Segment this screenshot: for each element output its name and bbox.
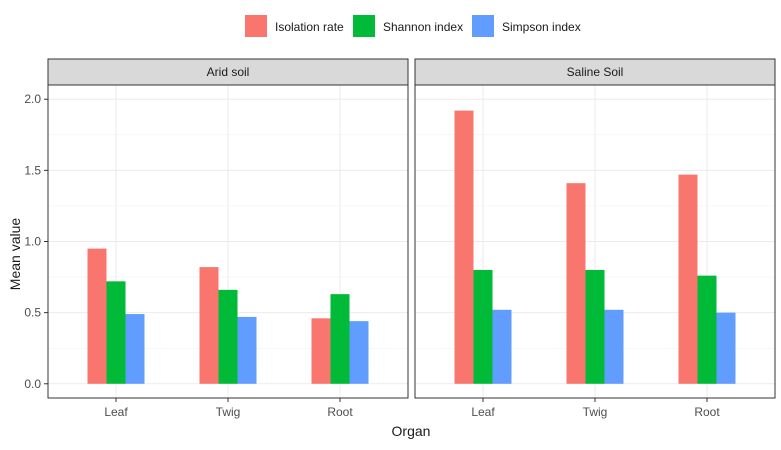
bar-shannon-index-twig <box>585 269 605 384</box>
bar-shannon-index-root <box>330 294 350 384</box>
x-tick-label: Leaf <box>471 405 495 419</box>
bar-shannon-index-leaf <box>473 269 493 384</box>
bar-simpson-index-leaf <box>125 314 145 384</box>
legend-swatch-1 <box>245 15 267 37</box>
x-tick-label: Leaf <box>104 405 128 419</box>
legend-label-1: Isolation rate <box>275 20 344 34</box>
x-tick-label: Root <box>327 405 353 419</box>
bar-isolation-rate-twig <box>199 267 219 384</box>
bar-simpson-index-leaf <box>492 309 512 384</box>
bar-isolation-rate-leaf <box>87 248 107 384</box>
y-tick-label: 1.0 <box>24 235 41 249</box>
facet-strip-2 <box>414 58 776 86</box>
legend-swatch-2 <box>353 15 375 37</box>
y-tick-label: 0.5 <box>24 306 41 320</box>
facet-title-1: Arid soil <box>207 65 250 79</box>
bar-isolation-rate-root <box>311 318 331 384</box>
y-tick-label: 1.5 <box>24 163 41 177</box>
x-axis-title: Organ <box>392 423 431 439</box>
facet-strip-1 <box>47 58 409 86</box>
legend-swatch-3 <box>472 15 494 37</box>
bar-shannon-index-root <box>697 275 717 384</box>
x-tick-label: Twig <box>583 405 608 419</box>
y-tick-label: 0.0 <box>24 377 41 391</box>
bar-simpson-index-twig <box>237 316 257 384</box>
legend-label-2: Shannon index <box>383 20 463 34</box>
bar-isolation-rate-twig <box>566 183 586 384</box>
y-tick-label: 2.0 <box>24 92 41 106</box>
bar-simpson-index-root <box>349 321 369 384</box>
x-tick-label: Twig <box>216 405 241 419</box>
bar-shannon-index-twig <box>218 289 238 384</box>
x-tick-label: Root <box>694 405 720 419</box>
bar-isolation-rate-root <box>678 174 698 384</box>
bar-isolation-rate-leaf <box>454 110 474 384</box>
bar-shannon-index-leaf <box>106 281 126 384</box>
bar-simpson-index-twig <box>604 309 624 384</box>
legend-label-3: Simpson index <box>502 20 581 34</box>
bar-simpson-index-root <box>716 312 736 384</box>
y-axis-title: Mean value <box>7 218 23 291</box>
facet-title-2: Saline Soil <box>567 65 624 79</box>
